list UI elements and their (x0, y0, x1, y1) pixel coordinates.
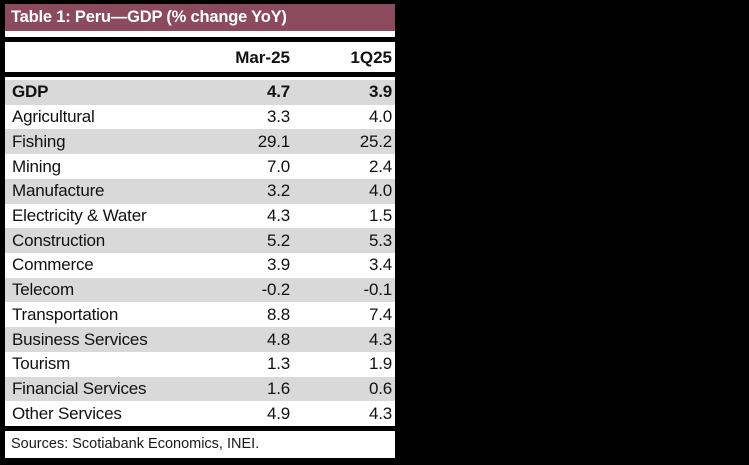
table-row-financial-services: Financial Services 1.6 0.6 (5, 376, 395, 402)
table-row-construction: Construction 5.2 5.3 (5, 228, 395, 254)
column-header-1q25: 1Q25 (350, 48, 392, 67)
row-value-mar25: 3.2 (266, 181, 290, 201)
table-title: Table 1: Peru—GDP (% change YoY) (11, 8, 287, 26)
row-label: Fishing (12, 131, 66, 151)
row-label: Financial Services (12, 378, 147, 398)
row-value-1q25: 4.0 (368, 107, 392, 127)
divider-footer (5, 426, 395, 431)
row-label: Transportation (12, 304, 119, 324)
row-value-1q25: 4.0 (368, 181, 392, 201)
sources-note: Sources: Scotiabank Economics, INEI. (5, 431, 395, 458)
row-label: Mining (12, 156, 61, 176)
row-value-mar25: 3.3 (266, 107, 290, 127)
row-value-1q25: 4.3 (368, 329, 392, 349)
table-row-transportation: Transportation 8.8 7.4 (5, 302, 395, 327)
row-value-1q25: 3.9 (368, 82, 392, 102)
row-label: Telecom (12, 280, 74, 300)
table-row-electricity-water: Electricity & Water 4.3 1.5 (5, 204, 395, 229)
row-value-mar25: 4.7 (266, 82, 290, 102)
row-value-mar25: 1.3 (266, 354, 290, 374)
table-row-commerce: Commerce 3.9 3.4 (5, 253, 395, 278)
column-header-row: Mar-25 1Q25 (5, 42, 395, 72)
row-value-mar25: 4.3 (266, 205, 290, 225)
row-value-1q25: 1.5 (368, 205, 392, 225)
row-value-mar25: 1.6 (266, 378, 290, 398)
row-label: Manufacture (12, 181, 105, 201)
row-label: Agricultural (12, 107, 95, 127)
table-title-bar: Table 1: Peru—GDP (% change YoY) (5, 4, 395, 31)
row-label: Other Services (12, 403, 122, 423)
divider-top (5, 37, 395, 42)
row-value-mar25: -0.2 (261, 280, 291, 300)
row-value-1q25: 3.4 (368, 255, 392, 275)
row-value-mar25: 4.9 (266, 403, 290, 423)
row-value-mar25: 5.2 (266, 230, 290, 250)
spacer (5, 77, 395, 80)
row-value-1q25: 2.4 (368, 156, 392, 176)
row-value-mar25: 8.8 (266, 304, 290, 324)
column-header-mar25: Mar-25 (235, 48, 290, 67)
table-row-fishing: Fishing 29.1 25.2 (5, 129, 395, 155)
table-row-other-services: Other Services 4.9 4.3 (5, 401, 395, 426)
row-label: Commerce (12, 255, 94, 275)
row-value-mar25: 4.8 (266, 329, 290, 349)
table-row-manufacture: Manufacture 3.2 4.0 (5, 178, 395, 204)
row-value-1q25: 5.3 (368, 230, 392, 250)
table-body: GDP 4.7 3.9 Agricultural 3.3 4.0 Fishing… (5, 80, 395, 426)
row-label: Business Services (12, 329, 148, 349)
divider-header (5, 72, 395, 77)
row-label: Construction (12, 230, 106, 250)
table-row-business-services: Business Services 4.8 4.3 (5, 327, 395, 352)
table-row-gdp: GDP 4.7 3.9 (5, 80, 395, 105)
row-value-mar25: 3.9 (266, 255, 290, 275)
row-value-mar25: 7.0 (266, 156, 290, 176)
row-value-1q25: 7.4 (368, 304, 392, 324)
spacer (5, 31, 395, 37)
row-value-1q25: 4.3 (368, 403, 392, 423)
row-label: Tourism (12, 354, 71, 374)
row-value-mar25: 29.1 (257, 131, 290, 151)
table-row-agricultural: Agricultural 3.3 4.0 (5, 105, 395, 130)
row-value-1q25: -0.1 (363, 280, 393, 300)
row-value-1q25: 25.2 (359, 131, 392, 151)
row-label: GDP (12, 82, 49, 102)
row-label: Electricity & Water (12, 205, 147, 225)
table-row-telecom: Telecom -0.2 -0.1 (5, 277, 395, 303)
row-value-1q25: 0.6 (368, 378, 392, 398)
table-row-tourism: Tourism 1.3 1.9 (5, 352, 395, 377)
gdp-table-card: Table 1: Peru—GDP (% change YoY) Mar-25 … (5, 4, 395, 458)
table-row-mining: Mining 7.0 2.4 (5, 154, 395, 179)
row-value-1q25: 1.9 (368, 354, 392, 374)
